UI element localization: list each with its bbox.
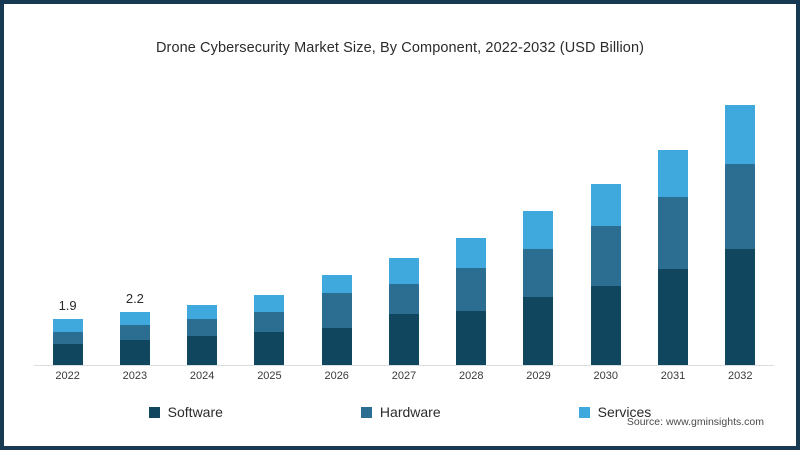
x-tick-2029: 2029 [526,370,551,382]
bar-series-container: 1.9 2.2 [34,88,774,366]
bar-stack[interactable] [590,183,621,366]
bar-stack[interactable] [119,311,150,366]
bar-segment-hardware[interactable] [658,197,689,269]
x-tick-2024: 2024 [189,370,215,382]
bar-group[interactable] [178,88,227,366]
bar-segment-hardware[interactable] [590,225,621,287]
legend-item-services[interactable]: Services [578,404,652,420]
bar-stack[interactable] [725,105,756,366]
bar-group[interactable] [447,88,496,366]
bar-group[interactable] [380,88,429,366]
bar-segment-hardware[interactable] [523,249,554,298]
bar-segment-services[interactable] [254,294,285,312]
bar-stack[interactable] [523,211,554,366]
bar-segment-services[interactable] [590,183,621,226]
bar-segment-software[interactable] [388,314,419,366]
legend-label: Services [597,404,652,420]
bar-segment-hardware[interactable] [119,325,150,341]
bar-group[interactable] [716,88,765,366]
bar-group[interactable] [514,88,563,366]
chart-title: Drone Cybersecurity Market Size, By Comp… [155,40,645,56]
legend-swatch-services [578,406,590,418]
bar-segment-services[interactable] [456,238,487,268]
bar-segment-services[interactable] [658,149,689,198]
bar-stack[interactable] [187,304,218,366]
bar-segment-software[interactable] [321,327,352,366]
chart-legend: Software Hardware Services [8,404,792,420]
bar-segment-hardware[interactable] [52,331,83,344]
legend-item-hardware[interactable]: Hardware [360,404,441,420]
source-attribution: Source: www.gminsights.com [626,416,764,428]
bar-segment-software[interactable] [254,331,285,366]
bar-group[interactable] [312,88,361,366]
x-axis-line [34,365,774,366]
bar-segment-services[interactable] [52,319,83,332]
x-tick-2032: 2032 [728,370,753,382]
bar-segment-services[interactable] [523,211,554,250]
bar-stack[interactable] [658,149,689,366]
bar-segment-software[interactable] [658,268,689,366]
bar-group[interactable]: 2.2 [110,88,159,366]
bar-segment-hardware[interactable] [725,164,756,250]
bar-value-label: 2.2 [125,290,144,306]
bar-stack[interactable] [254,294,285,366]
x-tick-2030: 2030 [593,370,618,382]
legend-item-software[interactable]: Software [148,404,223,420]
legend-swatch-software [148,406,160,418]
x-tick-2026: 2026 [324,370,349,382]
bar-stack[interactable] [321,275,352,366]
legend-swatch-hardware [360,406,372,418]
bar-stack[interactable] [52,319,83,366]
bar-group[interactable] [245,88,294,366]
x-axis-tick-labels: 2022 2023 2024 2025 2026 2027 2028 2029 2030 2031… [34,370,774,390]
bar-group[interactable]: 1.9 [43,88,92,366]
bar-group[interactable] [581,88,630,366]
bar-segment-services[interactable] [321,275,352,294]
bar-segment-software[interactable] [456,310,487,366]
bar-segment-software[interactable] [725,249,756,366]
bar-group[interactable] [649,88,698,366]
x-tick-2027: 2027 [391,370,417,382]
bar-segment-services[interactable] [119,311,150,326]
bar-segment-software[interactable] [119,340,150,366]
chart-canvas: Drone Cybersecurity Market Size, By Comp… [8,8,792,442]
bar-segment-hardware[interactable] [254,311,285,332]
plot-area: 1.9 2.2 [34,88,774,366]
bar-segment-hardware[interactable] [388,283,419,315]
x-tick-2022: 2022 [55,370,80,382]
legend-label: Software [167,404,223,420]
bar-segment-software[interactable] [52,343,83,366]
bar-segment-services[interactable] [725,105,756,165]
bar-value-label: 1.9 [58,298,77,314]
bar-segment-hardware[interactable] [321,293,352,328]
x-tick-2028: 2028 [458,370,484,382]
bar-segment-software[interactable] [187,336,218,366]
bar-segment-hardware[interactable] [456,267,487,311]
bar-segment-software[interactable] [590,286,621,366]
bar-stack[interactable] [456,238,487,366]
bar-segment-services[interactable] [388,257,419,284]
x-tick-2025: 2025 [257,370,282,382]
bar-stack[interactable] [388,257,419,366]
bar-segment-hardware[interactable] [187,319,218,337]
legend-label: Hardware [379,404,441,420]
bar-segment-services[interactable] [187,304,218,320]
x-tick-2031: 2031 [660,370,686,382]
bar-segment-software[interactable] [523,297,554,366]
x-tick-2023: 2023 [122,370,148,382]
